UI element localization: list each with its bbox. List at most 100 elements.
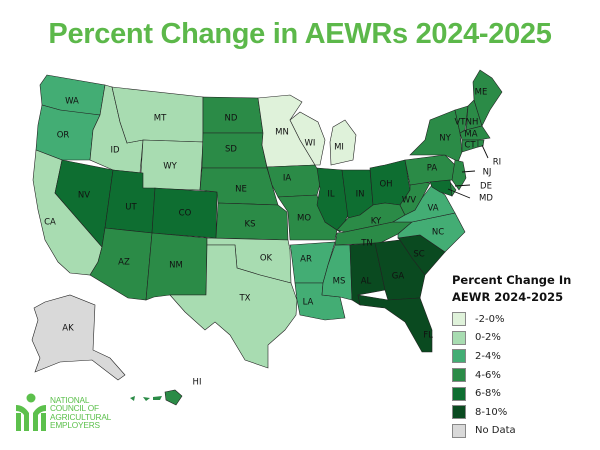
- state-label: WI: [305, 139, 316, 149]
- state-label: AL: [361, 277, 372, 287]
- state-label: TN: [360, 239, 373, 249]
- legend-label: 0-2%: [475, 332, 501, 344]
- state-label: ND: [225, 114, 238, 124]
- state-label: NM: [169, 261, 183, 271]
- state-hi-island: [143, 397, 150, 401]
- state-label: AK: [62, 324, 74, 334]
- legend-swatch: [452, 423, 466, 438]
- state-label: OR: [57, 131, 70, 141]
- state-label: VA: [427, 204, 438, 214]
- state-label: PA: [427, 164, 438, 174]
- state-label: KY: [371, 217, 382, 227]
- state-label: NV: [78, 191, 90, 201]
- state-label: TX: [238, 294, 250, 304]
- state-label: RI: [493, 158, 501, 168]
- state-label: CT: [464, 141, 476, 151]
- legend-swatch: [452, 405, 466, 420]
- state-label: MN: [275, 128, 289, 138]
- state-label: WA: [65, 97, 79, 107]
- legend-label: -2-0%: [475, 313, 505, 325]
- state-label: LA: [303, 298, 314, 308]
- state-wi: [289, 111, 326, 166]
- legend-item-p6_8: 6-8%: [452, 384, 600, 403]
- ncae-logo-text: NATIONAL COUNCIL OF AGRICULTURAL EMPLOYE…: [50, 396, 111, 430]
- legend-item-n2_0: -2-0%: [452, 310, 600, 329]
- legend-label: 4-6%: [475, 369, 501, 381]
- logo-line: COUNCIL OF: [50, 403, 99, 414]
- state-label: NE: [235, 185, 247, 195]
- state-label: UT: [125, 203, 137, 213]
- leader-line: [461, 170, 476, 173]
- state-label: NY: [439, 134, 451, 144]
- state-md: [429, 179, 453, 197]
- state-hi: [164, 389, 183, 406]
- legend-swatch: [452, 368, 466, 383]
- state-label: CO: [179, 209, 192, 219]
- leader-line: [481, 144, 489, 159]
- state-label: IA: [283, 174, 292, 184]
- state-label: ME: [475, 88, 488, 98]
- ncae-logo-icon: [16, 393, 46, 431]
- state-label: ID: [110, 146, 120, 156]
- legend-swatch: [452, 386, 466, 401]
- state-mi: [329, 119, 357, 166]
- state-label: MT: [154, 114, 167, 124]
- state-label: MI: [334, 143, 344, 153]
- legend-item-p2_4: 2-4%: [452, 347, 600, 366]
- leader-line: [454, 184, 471, 187]
- legend-item-p0_2: 0-2%: [452, 329, 600, 348]
- legend-item-p4_6: 4-6%: [452, 366, 600, 385]
- state-vt: [454, 105, 469, 134]
- state-label: AR: [300, 255, 312, 265]
- state-ks: [215, 202, 289, 241]
- legend-item-p8_10: 8-10%: [452, 403, 600, 422]
- state-nj: [451, 159, 467, 191]
- legend-label: 2-4%: [475, 350, 501, 362]
- state-label: IN: [356, 190, 365, 200]
- state-ny: [409, 109, 463, 163]
- state-label: MA: [464, 130, 477, 140]
- legend-swatch: [452, 330, 466, 345]
- legend: Percent Change In AEWR 2024-2025 -2-0% 0-…: [452, 272, 600, 440]
- state-label: WV: [402, 196, 416, 206]
- logo-line: EMPLOYERS: [50, 420, 100, 431]
- state-label: KS: [245, 220, 256, 230]
- leader-line: [447, 188, 471, 199]
- state-label: AZ: [118, 258, 130, 268]
- state-label: GA: [392, 272, 405, 282]
- legend-item-nodata: No Data: [452, 422, 600, 441]
- legend-label: 8-10%: [475, 406, 508, 418]
- state-label: OK: [260, 254, 273, 264]
- state-label: MO: [297, 214, 311, 224]
- legend-label: 6-8%: [475, 388, 501, 400]
- state-label: NJ: [483, 168, 492, 178]
- state-label: SC: [413, 250, 424, 260]
- legend-swatch: [452, 349, 466, 364]
- legend-swatch: [452, 312, 466, 327]
- state-label: VT: [454, 118, 466, 128]
- state-ia: [266, 164, 323, 198]
- state-hi-island: [153, 396, 162, 400]
- state-label: MD: [479, 194, 493, 204]
- state-label: SD: [225, 145, 237, 155]
- state-label: HI: [193, 378, 202, 388]
- legend-title: Percent Change In AEWR 2024-2025: [452, 273, 572, 304]
- state-label: MS: [333, 277, 346, 287]
- state-label: WY: [163, 162, 177, 172]
- state-hi-island: [130, 396, 135, 401]
- state-wv: [399, 177, 431, 216]
- page-title: Percent Change in AEWRs 2024-2025: [48, 18, 552, 50]
- logo-line: AGRICULTURAL: [50, 411, 112, 422]
- state-fl: [357, 294, 433, 353]
- state-label: OH: [379, 180, 392, 190]
- logo-line: NATIONAL: [50, 395, 90, 405]
- state-label: FL: [423, 331, 433, 341]
- state-label: CA: [44, 218, 56, 228]
- state-label: NH: [466, 118, 479, 128]
- ncae-logo: NATIONAL COUNCIL OF AGRICULTURAL EMPLOYE…: [16, 393, 111, 431]
- state-label: IL: [327, 190, 335, 200]
- state-label: DE: [480, 182, 492, 192]
- state-tx: [169, 244, 298, 369]
- state-label: NC: [432, 228, 444, 238]
